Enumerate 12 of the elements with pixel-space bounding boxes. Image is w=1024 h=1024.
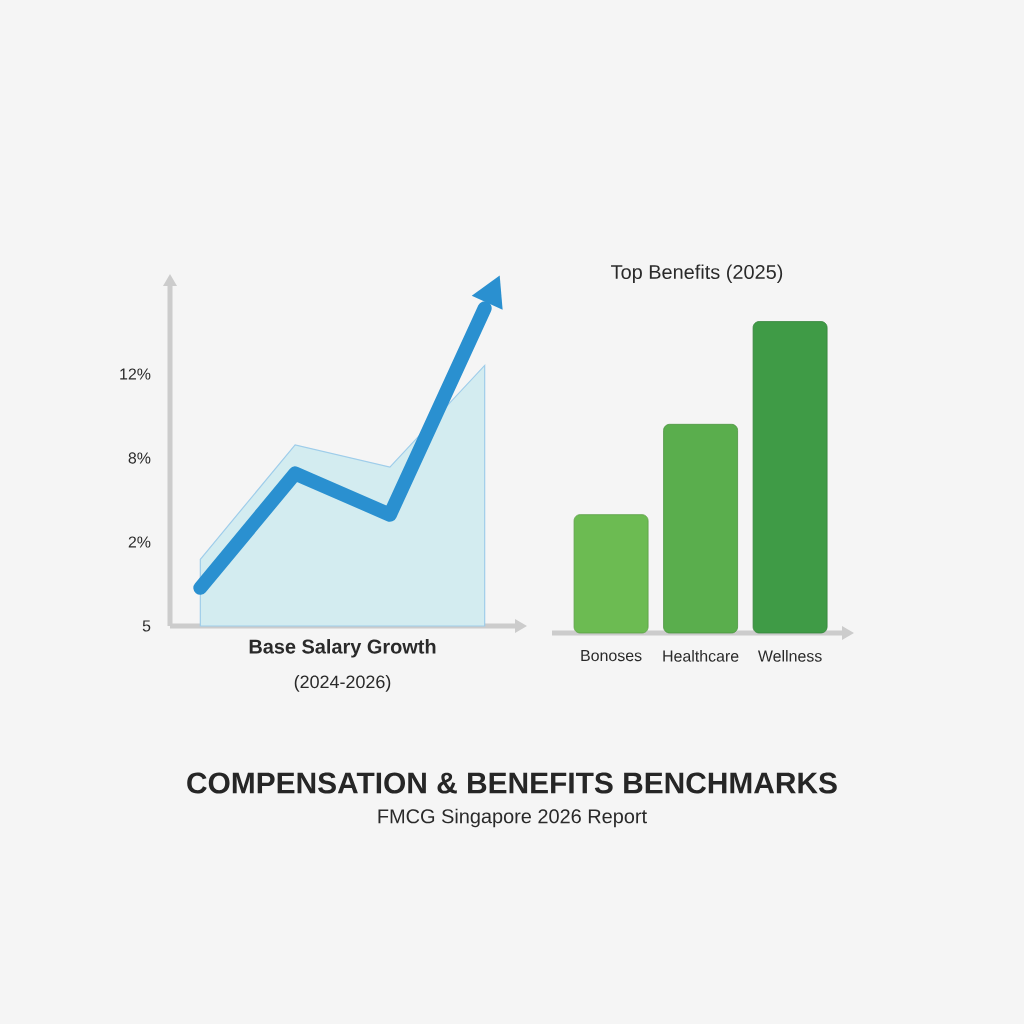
x-tick-label: Healthcare xyxy=(663,650,739,662)
text: COMPENSATION & BENEFITS BENCHMARKS xyxy=(187,772,837,794)
text: FMCG Singapore 2026 Report xyxy=(378,808,647,828)
chart-title: Top Benefits (2025) xyxy=(611,264,783,283)
text: 2% xyxy=(128,536,151,548)
text: 5 xyxy=(142,620,151,632)
text: 8% xyxy=(128,452,151,464)
text: 12% xyxy=(120,368,151,380)
x-axis-title: Base Salary Growth xyxy=(249,639,436,658)
x-tick-label: Wellness xyxy=(757,650,822,662)
x-tick-label: Bonoses xyxy=(581,650,642,662)
text: (2024-2026) xyxy=(294,675,391,692)
